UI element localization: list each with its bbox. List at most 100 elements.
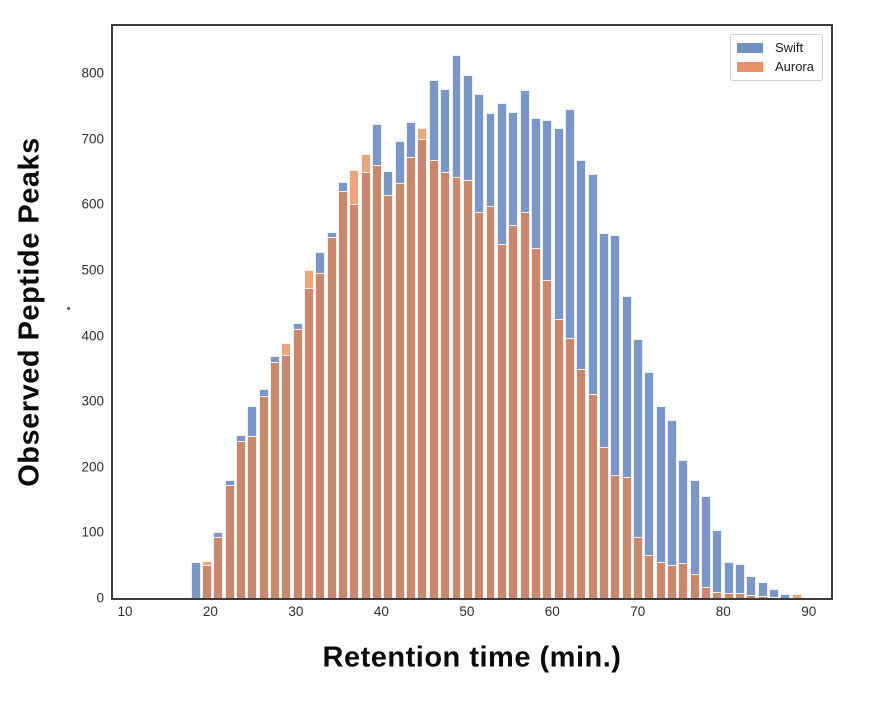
swift-segment [383, 170, 394, 195]
swift-segment [598, 232, 609, 448]
histogram-bar [451, 26, 462, 598]
swift-segment [508, 111, 519, 226]
swift-segment [723, 561, 734, 593]
swift-segment [780, 594, 791, 598]
histogram-bar [258, 26, 269, 598]
overlap-segment [598, 447, 609, 598]
overlap-segment [236, 440, 246, 598]
overlap-segment [213, 537, 224, 598]
overlap-segment [610, 474, 621, 598]
swift-segment [644, 371, 655, 556]
swift-segment [224, 479, 235, 486]
overlap-segment [428, 159, 439, 598]
overlap-segment [338, 191, 349, 598]
overlap-segment [667, 565, 677, 598]
swift-segment [326, 231, 337, 238]
overlap-segment [349, 204, 360, 598]
overlap-segment [553, 318, 564, 598]
aurora-segment [360, 153, 371, 172]
histogram-bar [598, 26, 609, 598]
histogram-bar [315, 26, 326, 598]
histogram-bar [780, 26, 791, 598]
overlap-segment [587, 394, 598, 598]
histogram-bar [576, 26, 587, 598]
swift-segment [451, 54, 462, 177]
histogram-bar [610, 26, 621, 598]
overlap-segment [417, 138, 428, 598]
histogram-bar [746, 26, 757, 598]
y-tick-label: 600 [81, 196, 104, 212]
histogram-bar [372, 26, 383, 598]
swift-segment [519, 89, 530, 212]
swift-segment [576, 160, 587, 370]
histogram-bar [678, 26, 689, 598]
histogram-bar [304, 26, 314, 598]
aurora-segment [791, 594, 802, 598]
overlap-segment [462, 180, 473, 598]
overlap-segment [474, 212, 485, 598]
overlap-segment [621, 476, 632, 598]
histogram-bar [701, 26, 711, 598]
swift-segment [372, 124, 383, 166]
histogram-bar [338, 26, 349, 598]
overlap-segment [519, 211, 530, 598]
overlap-segment [508, 225, 519, 598]
aurora-segment [281, 342, 292, 356]
overlap-segment [485, 206, 496, 598]
overlap-segment [712, 592, 723, 598]
swift-segment [553, 128, 564, 319]
legend-label: Swift [774, 40, 804, 55]
swift-segment [190, 561, 201, 598]
overlap-segment [440, 171, 451, 598]
histogram-bar [201, 26, 212, 598]
swift-segment [712, 530, 723, 593]
histogram-bar [292, 26, 303, 598]
overlap-segment [270, 361, 280, 598]
legend-entry-aurora: Aurora [736, 59, 814, 74]
swift-segment [406, 122, 417, 158]
x-tick-label: 70 [630, 604, 646, 619]
overlap-segment [372, 165, 383, 598]
swift-segment [689, 479, 700, 575]
histogram-bar [508, 26, 519, 598]
swift-segment [530, 118, 541, 249]
plot-area: Swift Aurora [111, 24, 833, 600]
swift-segment [701, 496, 711, 587]
histogram-bar [213, 26, 224, 598]
overlap-segment [735, 592, 746, 598]
overlap-segment [632, 537, 643, 598]
histogram-bar [236, 26, 246, 598]
histogram-bar [757, 26, 768, 598]
histogram-bar [769, 26, 780, 598]
x-tick-label: 20 [202, 604, 218, 619]
aurora-segment [304, 270, 314, 288]
legend-label: Aurora [774, 59, 814, 74]
histogram-bar [644, 26, 655, 598]
histogram-bar [406, 26, 417, 598]
overlap-segment [644, 555, 655, 598]
legend-swatch-aurora [736, 62, 763, 72]
histogram-bar [655, 26, 666, 598]
x-tick-label: 50 [459, 604, 475, 619]
histogram-bar [496, 26, 507, 598]
aurora-segment [417, 128, 428, 139]
overlap-segment [496, 243, 507, 598]
swift-segment [485, 112, 496, 207]
y-tick-label: 300 [81, 393, 104, 409]
histogram-bar [530, 26, 541, 598]
histogram-bar [360, 26, 371, 598]
overlap-segment [576, 369, 587, 598]
x-tick-label: 10 [117, 604, 133, 619]
swift-segment [542, 120, 553, 280]
overlap-segment [542, 279, 553, 598]
histogram-bar [417, 26, 428, 598]
x-tick-label: 80 [715, 604, 731, 619]
x-tick-label: 90 [801, 604, 817, 619]
swift-segment [667, 419, 677, 566]
histogram-bar [190, 26, 201, 598]
overlap-segment [564, 337, 575, 598]
overlap-segment [292, 329, 303, 598]
swift-segment [587, 174, 598, 394]
histogram-bar [270, 26, 280, 598]
